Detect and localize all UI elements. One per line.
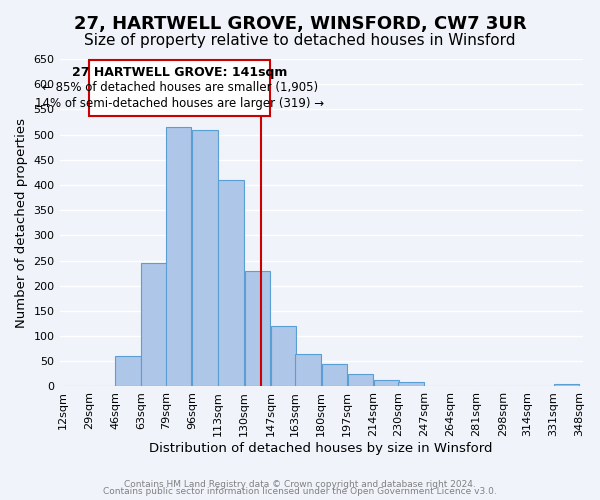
Bar bbox=[322, 364, 347, 386]
Bar bbox=[374, 380, 399, 386]
Bar bbox=[245, 270, 270, 386]
Text: 14% of semi-detached houses are larger (319) →: 14% of semi-detached houses are larger (… bbox=[35, 97, 324, 110]
Text: 27 HARTWELL GROVE: 141sqm: 27 HARTWELL GROVE: 141sqm bbox=[72, 66, 287, 79]
Bar bbox=[218, 180, 244, 386]
Y-axis label: Number of detached properties: Number of detached properties bbox=[15, 118, 28, 328]
Bar bbox=[192, 130, 218, 386]
Bar bbox=[398, 382, 424, 386]
Bar bbox=[271, 326, 296, 386]
Bar bbox=[295, 354, 321, 386]
Bar bbox=[115, 356, 141, 386]
Bar bbox=[554, 384, 579, 386]
Text: Contains HM Land Registry data © Crown copyright and database right 2024.: Contains HM Land Registry data © Crown c… bbox=[124, 480, 476, 489]
Text: 27, HARTWELL GROVE, WINSFORD, CW7 3UR: 27, HARTWELL GROVE, WINSFORD, CW7 3UR bbox=[74, 15, 526, 33]
FancyBboxPatch shape bbox=[89, 60, 271, 116]
Bar bbox=[347, 374, 373, 386]
Bar bbox=[142, 263, 167, 386]
Bar bbox=[166, 127, 191, 386]
Text: ← 85% of detached houses are smaller (1,905): ← 85% of detached houses are smaller (1,… bbox=[41, 82, 317, 94]
X-axis label: Distribution of detached houses by size in Winsford: Distribution of detached houses by size … bbox=[149, 442, 493, 455]
Text: Size of property relative to detached houses in Winsford: Size of property relative to detached ho… bbox=[84, 32, 516, 48]
Text: Contains public sector information licensed under the Open Government Licence v3: Contains public sector information licen… bbox=[103, 488, 497, 496]
